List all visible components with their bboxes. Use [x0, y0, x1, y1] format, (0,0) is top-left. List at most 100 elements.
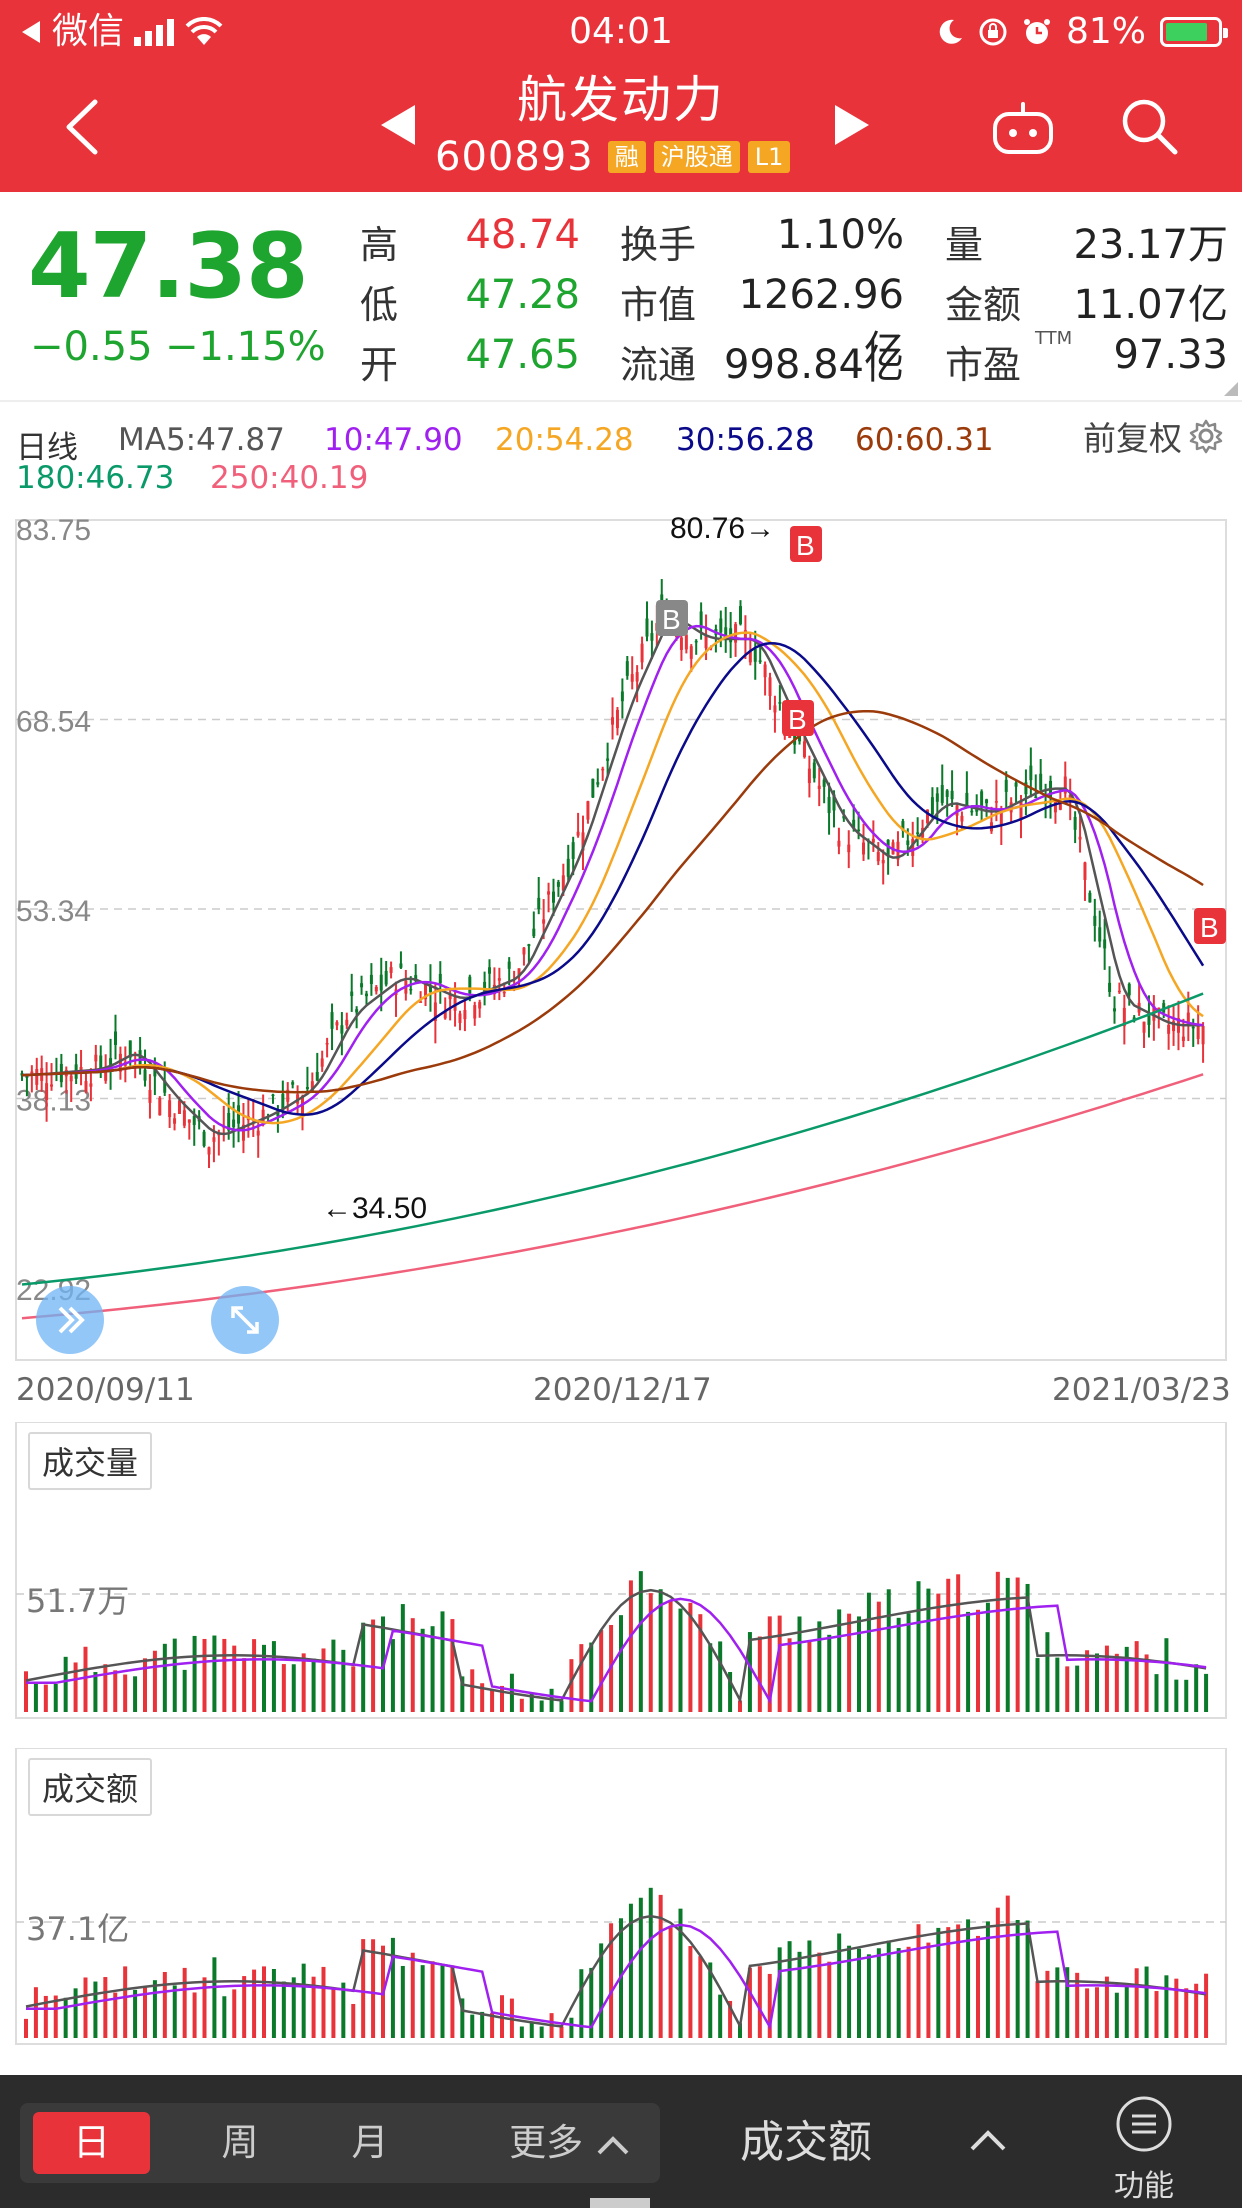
- candle-body: [576, 831, 580, 836]
- volume-bar: [1114, 1992, 1119, 2038]
- candle-body: [310, 1081, 314, 1092]
- candle-body: [1122, 1007, 1126, 1027]
- period-more-button[interactable]: 更多: [490, 2103, 650, 2183]
- candle-body: [443, 1011, 447, 1019]
- buy-marker: [1194, 908, 1226, 944]
- candle-body: [45, 1083, 49, 1100]
- volume-bar: [688, 1946, 693, 2038]
- volume-bar: [876, 1948, 881, 2038]
- candle-body: [389, 967, 393, 973]
- candle-body: [1024, 782, 1028, 795]
- robot-assistant-icon[interactable]: [990, 100, 1056, 158]
- stock-code-row: 600893 融 沪股通 L1: [435, 134, 791, 180]
- volume-bar: [777, 1947, 782, 2038]
- candle-body: [876, 852, 880, 862]
- function-button[interactable]: 功能: [1112, 2095, 1176, 2204]
- chevron-up-icon: [597, 2135, 629, 2154]
- back-to-app-icon[interactable]: [20, 19, 42, 45]
- candle-body: [1073, 816, 1077, 830]
- candle-body: [645, 618, 649, 637]
- volume-bar: [609, 1923, 614, 2038]
- amount-chart[interactable]: [0, 1748, 1242, 2048]
- prev-stock-button[interactable]: [375, 100, 420, 150]
- period-week-button[interactable]: 周: [221, 2121, 259, 2164]
- quote-panel: 47.38 −0.55 −1.15% 高 48.74 低 47.28 开 47.…: [0, 192, 1242, 402]
- volume-bar: [966, 1611, 971, 1712]
- volume-bar: [262, 1644, 266, 1712]
- candle-body: [286, 1089, 290, 1102]
- volume-bar: [321, 1648, 326, 1712]
- candle-body: [271, 1094, 275, 1097]
- candle-body: [522, 947, 526, 955]
- more-label: 更多: [509, 2121, 584, 2164]
- back-button[interactable]: [55, 92, 115, 162]
- volume-bar: [668, 1927, 673, 2038]
- candle-body: [758, 660, 762, 662]
- candle-body: [606, 758, 610, 761]
- volume-bar: [103, 1664, 108, 1712]
- adjust-mode-button[interactable]: 前复权: [1083, 412, 1224, 460]
- volume-tick: 51.7万: [26, 1582, 130, 1620]
- volume-bar: [569, 1659, 574, 1712]
- candle-body: [261, 1109, 265, 1123]
- candle-body: [227, 1112, 231, 1131]
- next-stock-button[interactable]: [830, 100, 875, 150]
- period-month-button[interactable]: 月: [351, 2121, 389, 2164]
- volume-bar: [1015, 1920, 1020, 2038]
- candle-body: [94, 1054, 98, 1062]
- volume-bar: [192, 1635, 197, 1712]
- volume-bar: [1075, 1972, 1080, 2038]
- candle-body: [847, 844, 851, 853]
- volume-bar: [1035, 1981, 1040, 2038]
- candle-body: [640, 643, 644, 663]
- candle-body: [615, 709, 619, 729]
- candle-body: [99, 1055, 103, 1069]
- candle-body: [384, 970, 388, 985]
- volume-bar: [222, 1638, 227, 1712]
- volume-chart[interactable]: [0, 1422, 1242, 1722]
- ma10-line: [26, 1923, 1207, 2031]
- candle-body: [187, 1119, 191, 1123]
- scroll-left-float-icon[interactable]: [36, 1286, 104, 1354]
- volume-bar: [222, 1996, 227, 2038]
- volume-bar: [1075, 1665, 1080, 1712]
- volume-bar: [1124, 1646, 1129, 1712]
- volume-bar: [628, 1580, 633, 1712]
- volume-bar: [172, 1985, 177, 2038]
- kline-chart[interactable]: 83.7568.5453.3438.1322.9280.76→←34.50BBB…: [0, 508, 1242, 1368]
- volume-bar: [301, 1653, 306, 1712]
- candle-body: [463, 1010, 467, 1020]
- volume-bar: [1134, 1641, 1139, 1712]
- volume-bar: [1095, 1987, 1099, 2038]
- candle-body: [601, 768, 605, 771]
- candle-body: [114, 1031, 118, 1045]
- buy-marker: [656, 600, 688, 636]
- y-tick-label: 38.13: [16, 1084, 91, 1117]
- volume-bar: [648, 1593, 653, 1712]
- candle-body: [591, 778, 595, 798]
- metric-selector[interactable]: 成交额: [740, 2117, 872, 2168]
- volume-bar: [886, 1940, 891, 2038]
- volume-bar: [866, 1954, 871, 2038]
- ma20-line: [21, 631, 1204, 1125]
- metric-chevron-up-icon[interactable]: [968, 2121, 1008, 2161]
- volume-bar: [539, 2026, 544, 2038]
- candle-body: [1201, 1025, 1205, 1045]
- volume-bar: [1104, 1645, 1109, 1712]
- candle-body: [547, 891, 551, 895]
- candle-body: [807, 768, 811, 784]
- candle-body: [950, 790, 954, 800]
- candle-body: [1078, 836, 1082, 840]
- volume-bar: [1025, 1920, 1030, 2038]
- volume-bar: [1015, 1577, 1020, 1712]
- fullscreen-float-icon[interactable]: [211, 1286, 279, 1354]
- volume-bar: [242, 1658, 247, 1712]
- volume-bar: [1104, 1976, 1109, 2038]
- volume-bar: [242, 1976, 247, 2038]
- volume-bar: [182, 1967, 187, 2038]
- period-day-button[interactable]: 日: [33, 2112, 150, 2174]
- expand-corner-icon[interactable]: [1224, 382, 1238, 396]
- candle-body: [857, 829, 861, 832]
- volume-bar: [1144, 1966, 1149, 2038]
- search-icon[interactable]: [1118, 95, 1180, 157]
